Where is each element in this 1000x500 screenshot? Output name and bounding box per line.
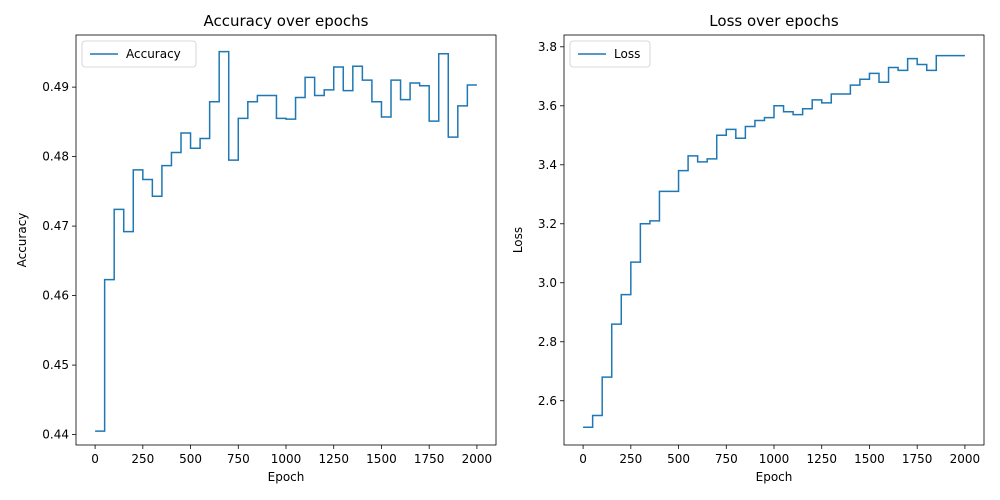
legend-box bbox=[81, 40, 197, 68]
chart-title: Accuracy over epochs bbox=[204, 12, 369, 30]
y-tick-label: 0.46 bbox=[42, 289, 69, 303]
x-tick-label: 500 bbox=[179, 452, 202, 466]
series-line-loss bbox=[583, 54, 965, 429]
x-tick-label: 2000 bbox=[950, 452, 981, 466]
x-tick-label: 1000 bbox=[759, 452, 790, 466]
y-tick-label: 3.8 bbox=[538, 40, 557, 54]
x-tick-label: 750 bbox=[227, 452, 250, 466]
y-tick-label: 0.48 bbox=[42, 150, 69, 164]
x-tick-label: 1250 bbox=[318, 452, 349, 466]
legend-label: Accuracy bbox=[126, 47, 181, 61]
x-tick-label: 0 bbox=[579, 452, 587, 466]
x-tick-label: 2000 bbox=[462, 452, 493, 466]
x-tick-label: 750 bbox=[715, 452, 738, 466]
loss-chart: Loss over epochs 0 250 500 750 1000 1250 1500 17… bbox=[511, 12, 985, 484]
y-tick-label: 2.8 bbox=[538, 335, 557, 349]
legend-label: Loss bbox=[614, 47, 640, 61]
y-tick-label: 3.0 bbox=[538, 276, 557, 290]
series-line-accuracy bbox=[95, 50, 477, 432]
x-axis-label: Epoch bbox=[756, 470, 793, 484]
y-tick-label: 3.6 bbox=[538, 99, 557, 113]
legend: Loss bbox=[569, 40, 651, 68]
x-tick-label: 500 bbox=[667, 452, 690, 466]
x-tick-label: 250 bbox=[619, 452, 642, 466]
y-tick-label: 3.2 bbox=[538, 217, 557, 231]
y-tick-label: 0.44 bbox=[42, 428, 69, 442]
y-tick-label: 0.45 bbox=[42, 358, 69, 372]
y-axis-label: Accuracy bbox=[15, 213, 29, 268]
x-tick-label: 0 bbox=[91, 452, 99, 466]
x-tick-label: 1500 bbox=[366, 452, 397, 466]
legend: Accuracy bbox=[81, 40, 197, 68]
chart-title: Loss over epochs bbox=[709, 12, 839, 30]
x-tick-label: 1750 bbox=[414, 452, 445, 466]
plot-frame bbox=[563, 34, 985, 446]
plot-frame bbox=[75, 34, 497, 446]
y-axis-label: Loss bbox=[511, 227, 525, 253]
x-tick-label: 1000 bbox=[271, 452, 302, 466]
y-tick-label: 2.6 bbox=[538, 394, 557, 408]
x-tick-label: 1500 bbox=[854, 452, 885, 466]
x-axis-label: Epoch bbox=[268, 470, 305, 484]
y-tick-label: 0.49 bbox=[42, 80, 69, 94]
y-tick-label: 0.47 bbox=[42, 219, 69, 233]
x-tick-label: 1750 bbox=[902, 452, 933, 466]
x-tick-label: 250 bbox=[131, 452, 154, 466]
accuracy-chart: Accuracy over epochs 0 250 500 750 1000 1250 15… bbox=[15, 12, 497, 484]
y-tick-label: 3.4 bbox=[538, 158, 557, 172]
legend-box bbox=[569, 40, 651, 68]
x-tick-label: 1250 bbox=[806, 452, 837, 466]
